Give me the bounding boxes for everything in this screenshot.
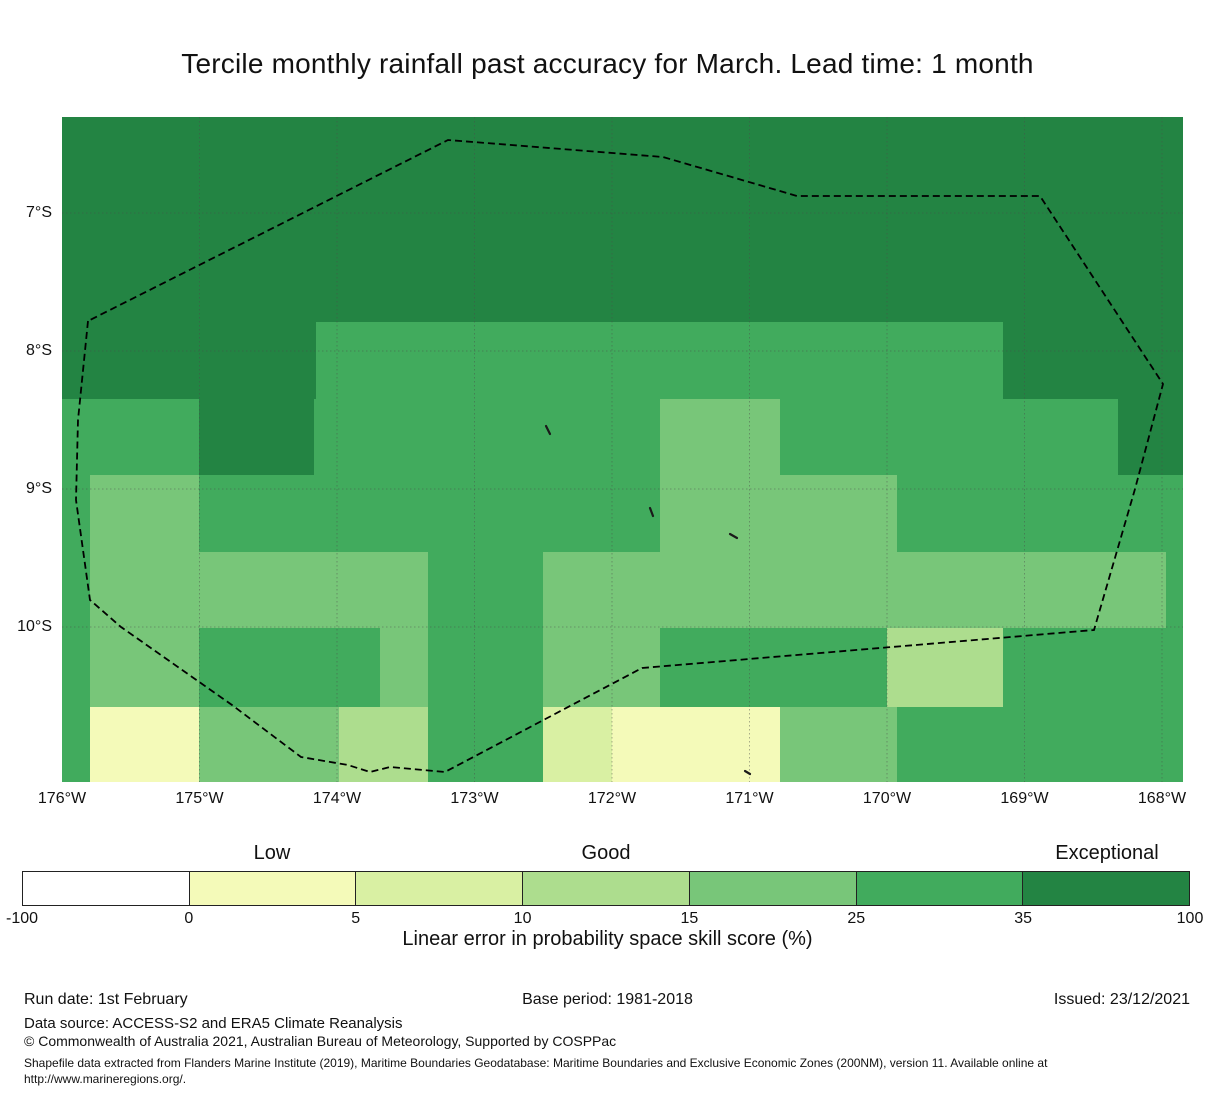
map-cell (62, 552, 90, 628)
rainfall-accuracy-map (62, 117, 1183, 782)
colorbar-tick-label: 25 (847, 910, 866, 927)
map-cell (428, 552, 543, 628)
legend-category-label: Exceptional (1055, 842, 1159, 864)
x-axis-tick-label: 175°W (175, 790, 224, 807)
colorbar-segment (188, 872, 356, 905)
island-mark (544, 424, 552, 436)
map-cell (199, 707, 339, 782)
map-cell (62, 117, 1183, 322)
colorbar-tick-label: 100 (1176, 910, 1204, 927)
issued-date-text: Issued: 23/12/2021 (1053, 991, 1190, 1008)
map-cell (1003, 628, 1183, 707)
x-axis-tick-label: 174°W (312, 790, 362, 807)
legend-category-label: Low (253, 842, 291, 864)
x-axis-tick-label: 171°W (725, 790, 774, 807)
colorbar-tick-label: -100 (5, 910, 39, 927)
chart-title: Tercile monthly rainfall past accuracy f… (181, 48, 1034, 79)
map-cell (90, 628, 199, 707)
x-axis-tick-label: 176°W (37, 790, 87, 807)
map-cell (660, 475, 897, 552)
x-axis-tick-label: 172°W (587, 790, 637, 807)
map-cell (199, 628, 380, 707)
map-cell (543, 552, 1166, 628)
colorbar-segment (522, 872, 689, 905)
colorbar (22, 871, 1190, 906)
legend-category-label: Good (581, 842, 631, 864)
island-mark (648, 506, 655, 518)
copyright-text: © Commonwealth of Australia 2021, Austra… (24, 1033, 617, 1049)
shapefile-attribution-text: Shapefile data extracted from Flanders M… (24, 1056, 1048, 1086)
map-cell (62, 399, 199, 475)
map-cell (897, 707, 1183, 782)
colorbar-tick-label: 15 (680, 910, 699, 927)
map-cell (316, 322, 1003, 399)
map-cell (90, 475, 199, 552)
map-plot-area (62, 117, 1183, 782)
map-cell (1003, 322, 1183, 399)
x-axis-tick-label: 169°W (1000, 790, 1049, 807)
map-cell (62, 707, 90, 782)
island-mark (743, 769, 752, 776)
colorbar-tick-label: 0 (184, 910, 194, 927)
map-cell (1118, 399, 1183, 475)
map-cell (90, 707, 199, 782)
island-mark (728, 532, 739, 540)
y-axis-tick-label: 7°S (26, 204, 52, 221)
colorbar-segment (355, 872, 523, 905)
map-cell (428, 628, 543, 707)
data-source-text: Data source: ACCESS-S2 and ERA5 Climate … (24, 1015, 403, 1032)
colorbar-segment (688, 872, 856, 905)
colorbar-tick-label: 5 (351, 910, 361, 927)
y-axis-tick-label: 9°S (26, 480, 52, 497)
map-cell (543, 707, 612, 782)
map-cell (199, 399, 314, 475)
map-cell (90, 552, 428, 628)
map-cell (314, 399, 660, 475)
x-axis-tick-label: 173°W (450, 790, 499, 807)
map-cell (428, 707, 543, 782)
map-cell (62, 628, 90, 707)
colorbar-segment (23, 872, 189, 905)
run-date-text: Run date: 1st February (24, 991, 188, 1008)
map-cell (660, 399, 780, 475)
eez-boundary (75, 139, 1164, 773)
map-cell (780, 707, 897, 782)
colorbar-tick-label: 35 (1014, 910, 1033, 927)
map-cell (62, 322, 316, 399)
map-cell (339, 707, 428, 782)
y-axis-tick-label: 10°S (17, 618, 52, 635)
colorbar-segment (855, 872, 1023, 905)
map-cell (612, 707, 780, 782)
y-axis-tick-label: 8°S (26, 342, 52, 359)
x-axis-tick-label: 168°W (1137, 790, 1187, 807)
colorbar-caption: Linear error in probability space skill … (402, 928, 813, 950)
map-cell (780, 399, 1118, 475)
map-cell (887, 628, 1003, 707)
map-cell (199, 475, 660, 552)
map-cell (543, 628, 660, 707)
map-cell (660, 628, 887, 707)
colorbar-segment (1022, 872, 1190, 905)
base-period-text: Base period: 1981-2018 (522, 991, 693, 1008)
colorbar-tick-label: 10 (513, 910, 532, 927)
map-cell (380, 628, 428, 707)
map-cell (1166, 552, 1183, 628)
map-cell (897, 475, 1183, 552)
x-axis-tick-label: 170°W (862, 790, 912, 807)
